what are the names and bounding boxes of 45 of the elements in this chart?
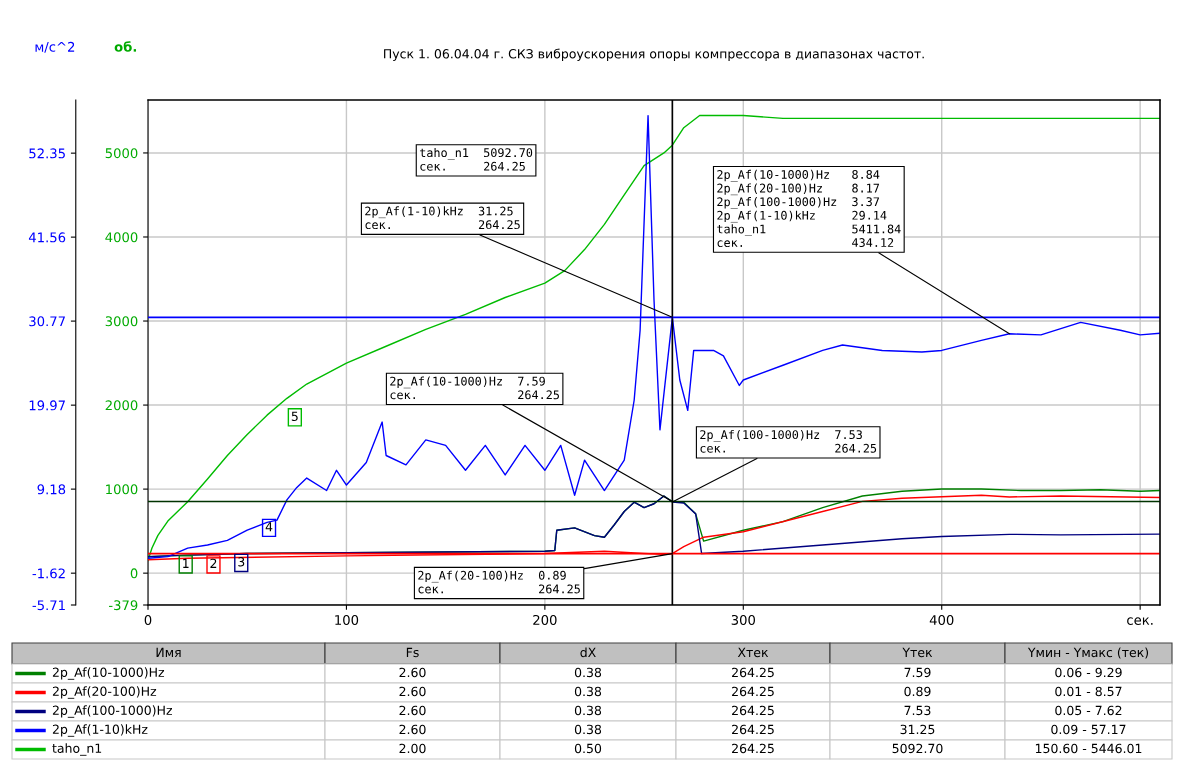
text: Имя Fs dX Xтек Yтек Yмин - Yмакс (тек) [156, 647, 1149, 659]
legend-label: taho_n1 [52, 743, 102, 756]
y2-tick-label: 5000 [105, 148, 138, 159]
y-tick-label: 52.35 [29, 148, 65, 159]
annotation: 3 [238, 557, 245, 567]
x-tick-label: 200 [533, 614, 557, 625]
annotation: 1 [183, 558, 189, 568]
text: 2.60 0.38 264.25 0.89 0.01 - 8.57 [399, 686, 1122, 697]
annotation: 2p_Af(100-1000)Hz 7.53 сек. 264.25 [700, 429, 877, 453]
y-axis-title: м/с^2 [35, 41, 75, 53]
y2-tick-label: 4000 [105, 232, 138, 243]
x-tick-label: 300 [731, 614, 756, 625]
legend-label: 2p_Af(100-1000)Hz [52, 705, 172, 718]
y2-tick-label: 2000 [105, 400, 138, 411]
x-tick-label: 400 [929, 614, 954, 625]
annotation: 2p_Af(10-1000)Hz 7.59 сек. 264.25 [390, 376, 559, 400]
annotation: taho_n1 5092.70 сек. 264.25 [419, 147, 533, 171]
y2-tick-label: -379 [108, 600, 138, 611]
annotation: 2p_Af(10-1000)Hz 8.84 2p_Af(20-100)Hz 8.17 2p_Af(100-1000)Hz 3.37 2p_Af(1-10)kHz 29.14 taho_n1 5411.84 сек. 434.12 [717, 169, 901, 248]
text: 2.60 0.38 264.25 7.59 0.06 - 9.29 [399, 667, 1122, 678]
x-tick-label: 100 [335, 614, 359, 625]
annotation: 2p_Af(20-100)Hz 0.89 сек. 264.25 [418, 570, 580, 594]
y-tick-label: -5.71 [32, 600, 65, 611]
y-tick-label: 19.97 [29, 400, 65, 411]
annotation: 2 [210, 558, 217, 568]
annotation: 4 [265, 522, 273, 532]
y2-axis-title: об. [114, 41, 137, 52]
text: 2.60 0.38 264.25 7.53 0.05 - 7.62 [399, 705, 1122, 716]
x-tick-label: 0 [144, 614, 152, 625]
y2-tick-label: 1000 [106, 484, 138, 495]
legend-label: 2p_Af(10-1000)Hz [52, 667, 165, 680]
y-tick-label: -1.62 [32, 568, 65, 579]
y-tick-label: 30.77 [29, 316, 65, 327]
legend-label: 2p_Af(1-10)kHz [52, 724, 148, 737]
text: 2.60 0.38 264.25 31.25 0.09 - 57.17 [399, 724, 1126, 735]
annotation: 5 [291, 411, 298, 421]
x-tick-label: сек. [1127, 617, 1153, 625]
y2-tick-label: 0 [130, 568, 138, 579]
legend-label: 2p_Af(20-100)Hz [52, 686, 157, 699]
text: 2.00 0.50 264.25 5092.70 150.60 - 5446.01 [399, 743, 1142, 754]
annotation: 2p_Af(1-10)kHz 31.25 сек. 264.25 [365, 206, 520, 230]
y-tick-label: 41.56 [28, 232, 66, 243]
chart-title: Пуск 1. 06.04.04 г. СКЗ виброускорения опоры компрессора в диапазонах частот. [384, 48, 924, 61]
y2-tick-label: 3000 [105, 316, 138, 327]
y-tick-label: 9.18 [37, 484, 66, 495]
